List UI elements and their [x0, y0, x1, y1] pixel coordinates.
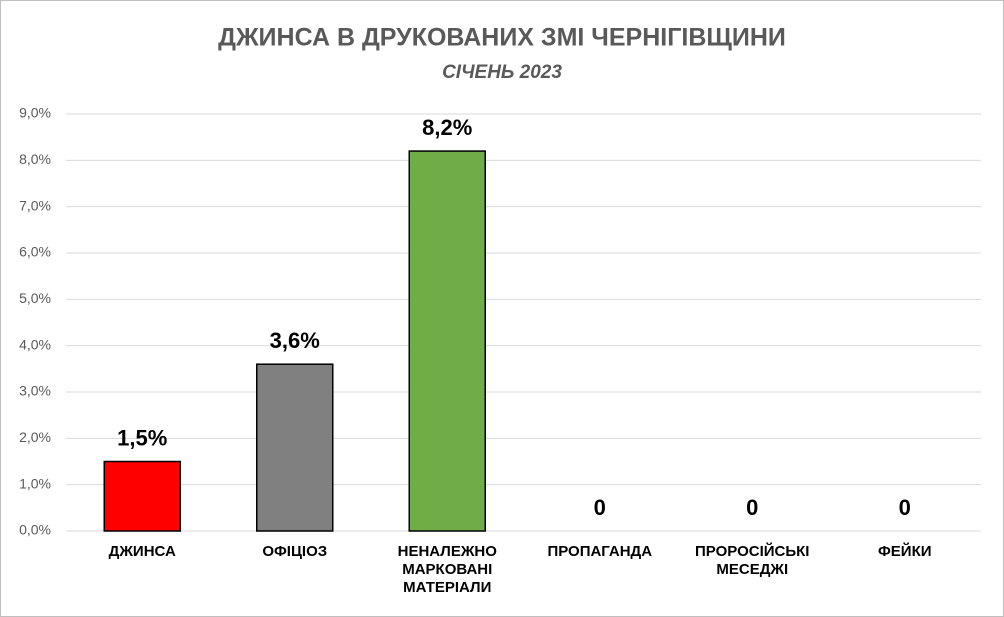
x-tick-label: НЕНАЛЕЖНО МАРКОВАНІ МАТЕРІАЛИ	[397, 543, 497, 596]
y-tick-label: 2,0%	[19, 429, 51, 445]
y-tick-label: 4,0%	[19, 336, 51, 352]
value-label: 3,6%	[270, 328, 320, 353]
value-label: 8,2%	[422, 115, 472, 140]
x-tick-label: ОФІЦІОЗ	[262, 543, 328, 560]
value-label: 0	[746, 495, 758, 520]
x-tick-label: ПРОРОСІЙСЬКІ МЕСЕДЖІ	[695, 543, 810, 578]
x-tick-label: ПРОПАГАНДА	[547, 543, 653, 560]
y-tick-label: 9,0%	[19, 105, 51, 121]
x-tick-label: ФЕЙКИ	[877, 543, 932, 560]
chart-title: ДЖИНСА В ДРУКОВАНИХ ЗМІ ЧЕРНІГІВЩИНИ	[218, 24, 786, 52]
bar	[103, 460, 181, 532]
y-tick-label: 8,0%	[19, 151, 51, 167]
y-tick-label: 5,0%	[19, 290, 51, 306]
y-tick-label: 7,0%	[19, 197, 51, 213]
value-label: 0	[594, 495, 606, 520]
bar	[256, 363, 334, 532]
bar	[408, 150, 486, 532]
chart-subtitle: СІЧЕНЬ 2023	[442, 62, 562, 83]
y-tick-label: 1,0%	[19, 475, 51, 491]
y-tick-label: 3,0%	[19, 383, 51, 399]
y-tick-label: 6,0%	[19, 244, 51, 260]
value-label: 0	[899, 495, 911, 520]
y-tick-label: 0,0%	[19, 522, 51, 538]
value-label: 1,5%	[117, 425, 167, 450]
x-tick-label: ДЖИНСА	[108, 543, 176, 560]
